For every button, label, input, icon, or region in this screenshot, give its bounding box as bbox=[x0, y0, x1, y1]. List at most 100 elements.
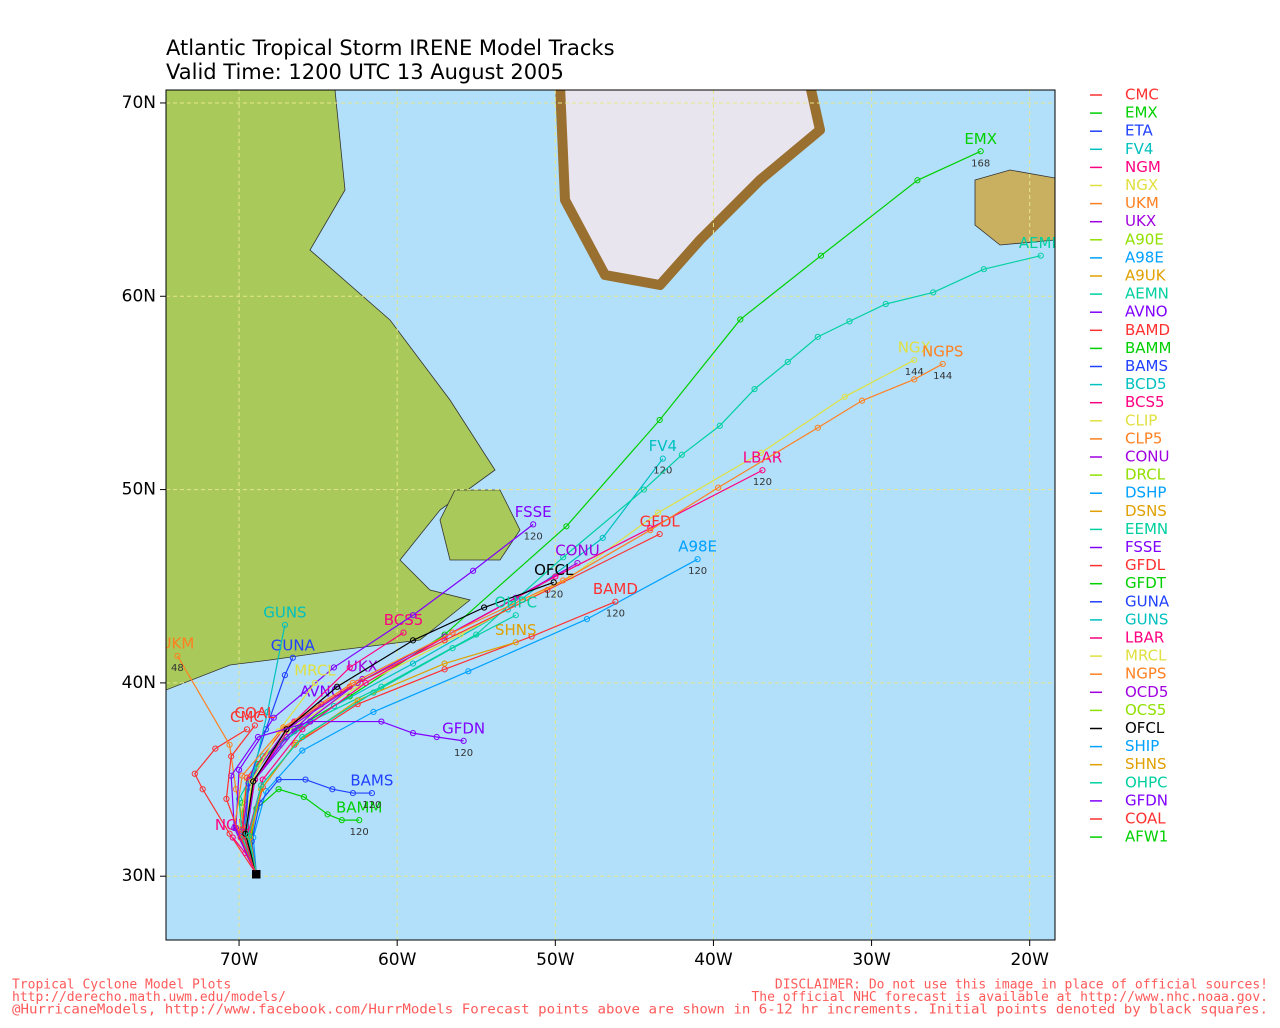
forecast-point bbox=[299, 733, 306, 741]
track-label: BAMM bbox=[336, 799, 382, 817]
footer-left: http://derecho.math.uwm.edu/models/ bbox=[12, 990, 286, 1005]
track bbox=[251, 778, 372, 875]
forecast-point bbox=[512, 612, 519, 619]
forecast-point bbox=[302, 776, 309, 783]
forecast-point bbox=[530, 521, 537, 528]
x-tick-label: 70W bbox=[220, 950, 259, 970]
track bbox=[194, 728, 257, 875]
y-tick-label: 30N bbox=[122, 866, 156, 886]
forecast-point bbox=[465, 668, 472, 675]
forecast-point bbox=[528, 633, 535, 640]
track-label: FV4 bbox=[649, 437, 677, 455]
forecast-point bbox=[441, 660, 448, 667]
forecast-point bbox=[299, 726, 306, 733]
forecast-point bbox=[449, 629, 456, 636]
legend-label: OHPC bbox=[1125, 773, 1168, 791]
track bbox=[235, 523, 534, 875]
forecast-point bbox=[292, 739, 300, 746]
forecast-point bbox=[226, 830, 233, 837]
legend-label: NGX bbox=[1125, 176, 1158, 194]
forecast-point bbox=[330, 664, 338, 671]
x-tick-label: 60W bbox=[378, 950, 417, 970]
forecast-point bbox=[481, 604, 488, 611]
legend-label: BAMD bbox=[1125, 321, 1170, 339]
legend-label: GUNA bbox=[1125, 592, 1170, 610]
footer-right: DISCLAIMER: Do not use this image in pla… bbox=[775, 978, 1268, 993]
forecast-point bbox=[349, 789, 357, 797]
forecast-point bbox=[841, 393, 848, 400]
forecast-point bbox=[239, 826, 246, 833]
legend-label: GUNS bbox=[1125, 610, 1168, 628]
legend-label: BCD5 bbox=[1125, 375, 1167, 393]
forecast-point bbox=[245, 832, 252, 839]
track-label: BAMD bbox=[593, 580, 638, 598]
forecast-point bbox=[563, 523, 570, 530]
forecast-point bbox=[659, 455, 666, 462]
forecast-point bbox=[329, 786, 336, 793]
hour-label: 120 bbox=[544, 589, 563, 600]
forecast-point bbox=[640, 486, 647, 493]
forecast-point bbox=[299, 747, 306, 754]
forecast-point bbox=[939, 360, 946, 368]
forecast-point bbox=[349, 679, 357, 686]
legend-label: FSSE bbox=[1125, 538, 1162, 556]
iceland bbox=[974, 169, 1055, 246]
north-america bbox=[166, 90, 496, 691]
forecast-point bbox=[275, 786, 282, 793]
legend-label: GFDL bbox=[1125, 556, 1166, 574]
hour-label: 120 bbox=[350, 827, 369, 838]
forecast-point bbox=[784, 358, 791, 366]
forecast-point bbox=[409, 612, 417, 619]
forecast-point bbox=[333, 683, 341, 690]
track-label: AEMN bbox=[1019, 234, 1063, 252]
forecast-point bbox=[235, 766, 243, 773]
forecast-point bbox=[911, 356, 918, 364]
legend-label: BAMS bbox=[1125, 357, 1168, 375]
hour-label: 120 bbox=[362, 800, 381, 811]
forecast-point bbox=[251, 722, 258, 729]
track-label: GFDN bbox=[442, 719, 485, 737]
legend: CMCEMXETAFV4NGMNGXUKMUKXA90EA98EA9UKAEMN… bbox=[1090, 86, 1171, 846]
legend-label: UKM bbox=[1125, 194, 1159, 212]
hour-label: 120 bbox=[653, 466, 672, 477]
forecast-point bbox=[281, 672, 289, 679]
forecast-point bbox=[433, 733, 440, 741]
forecast-point bbox=[356, 817, 363, 824]
track-label: NGPS bbox=[922, 342, 963, 360]
track bbox=[233, 363, 944, 875]
legend-label: LBAR bbox=[1125, 629, 1164, 647]
track bbox=[225, 725, 258, 875]
footer: Tropical Cyclone Model Plotshttp://derec… bbox=[12, 978, 1268, 1018]
forecast-point bbox=[751, 385, 758, 393]
y-tick-label: 50N bbox=[122, 480, 156, 500]
forecast-point bbox=[243, 726, 251, 733]
hour-label: 144 bbox=[933, 371, 952, 382]
forecast-point bbox=[281, 621, 289, 628]
forecast-point bbox=[460, 737, 467, 744]
y-tick-label: 70N bbox=[122, 93, 156, 113]
forecast-point bbox=[338, 817, 345, 824]
track bbox=[244, 581, 554, 875]
track-label: UKM bbox=[161, 634, 195, 652]
legend-label: SHNS bbox=[1125, 755, 1167, 773]
legend-label: OCD5 bbox=[1125, 683, 1168, 701]
forecast-point bbox=[289, 654, 296, 661]
newfoundland bbox=[439, 489, 521, 561]
legend-label: DSNS bbox=[1125, 502, 1167, 520]
track bbox=[241, 150, 981, 875]
forecast-point bbox=[368, 789, 375, 797]
subtitle: Valid Time: 1200 UTC 13 August 2005 bbox=[166, 60, 564, 84]
x-tick-label: 40W bbox=[694, 950, 733, 970]
legend-label: ETA bbox=[1125, 122, 1153, 140]
forecast-point bbox=[239, 772, 246, 779]
forecast-point bbox=[512, 594, 519, 601]
forecast-point bbox=[914, 177, 921, 184]
hour-label: 120 bbox=[454, 748, 473, 759]
forecast-point bbox=[737, 316, 744, 323]
x-tick-label: 30W bbox=[852, 950, 891, 970]
forecast-point bbox=[324, 811, 331, 818]
y-tick-label: 60N bbox=[122, 286, 156, 306]
forecast-point bbox=[694, 556, 701, 563]
plot-frame bbox=[165, 89, 1056, 941]
